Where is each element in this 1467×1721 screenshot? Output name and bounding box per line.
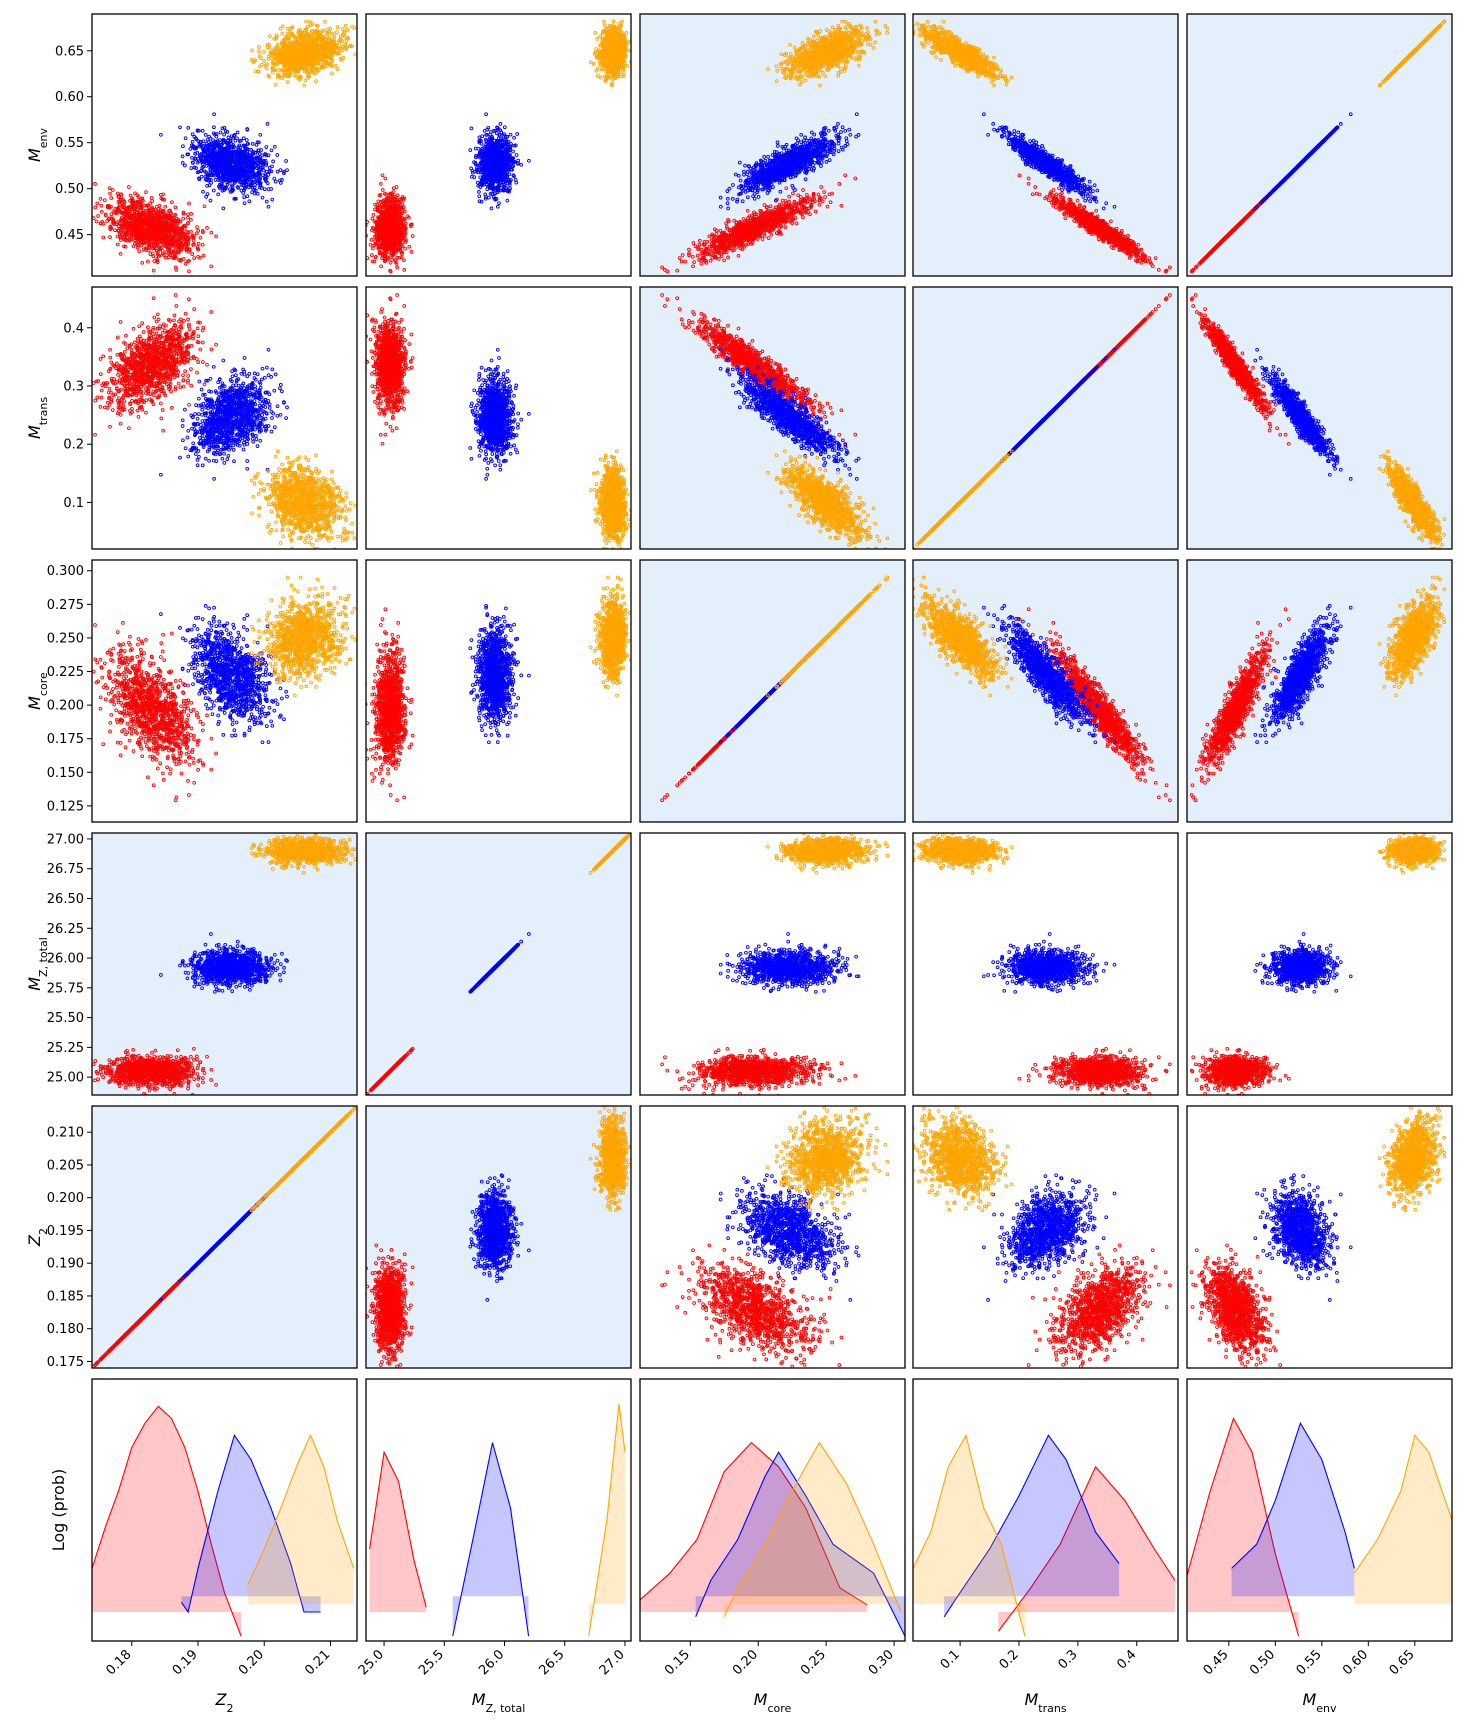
data-point [73,174,76,177]
data-point [362,24,365,27]
panel-Menv-vs-Z2: 0.45 0.50 0.55 0.60 0.65 [55,14,380,276]
y-tick-label: 0.60 [55,90,84,105]
data-point [87,222,90,225]
y-tick-label: 0.65 [55,44,84,59]
y-tick-label: 0.55 [55,136,84,151]
y-tick-label: 0.50 [55,182,84,197]
y-tick-label: 0.45 [55,228,84,243]
data-point [358,38,361,41]
data-point [86,177,89,180]
panel-Menv-vs-MZtotal [364,14,635,276]
data-point [358,42,361,45]
